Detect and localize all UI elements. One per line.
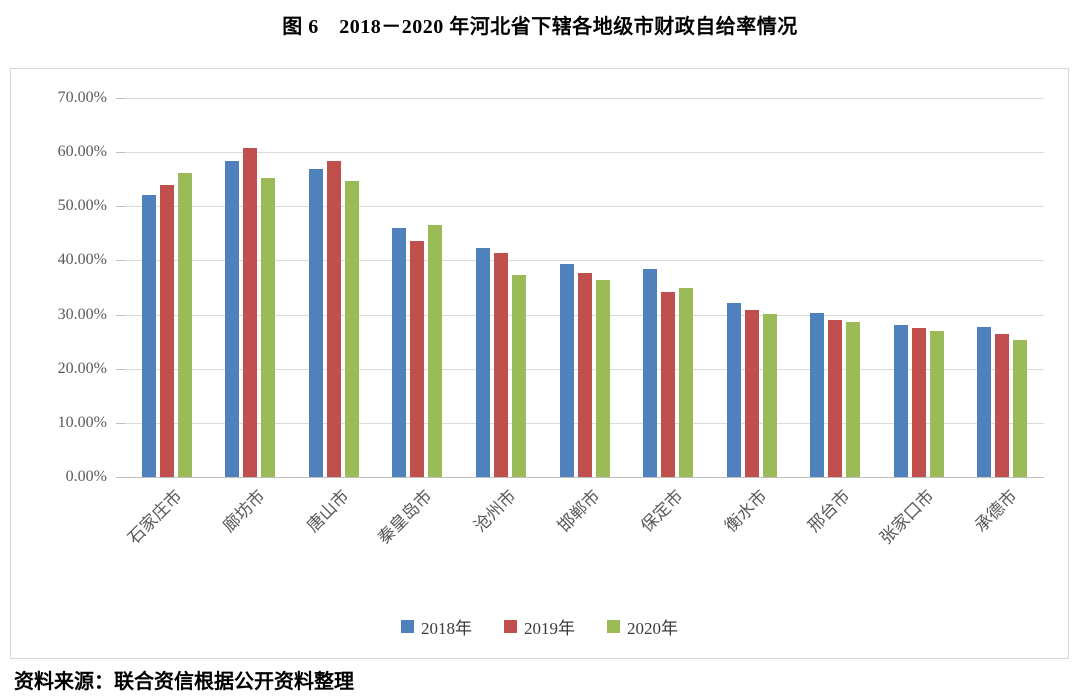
bar-group bbox=[543, 98, 627, 477]
bar-2018年 bbox=[726, 303, 741, 477]
x-tick-label: 秦皇岛市 bbox=[374, 486, 437, 548]
bar-2020年 bbox=[177, 172, 192, 477]
source-note: 资料来源：联合资信根据公开资料整理 bbox=[14, 671, 354, 693]
bar-2020年 bbox=[511, 274, 526, 477]
gridline bbox=[125, 152, 1044, 154]
y-tick-label: 10.00% bbox=[57, 413, 107, 431]
bar-2020年 bbox=[1013, 340, 1028, 477]
bar-2018年 bbox=[559, 263, 574, 477]
bar-group bbox=[877, 98, 961, 477]
legend-item: 2020年 bbox=[607, 614, 678, 639]
gridline bbox=[125, 260, 1044, 262]
x-tick-label: 廊坊市 bbox=[219, 486, 270, 536]
bar-group bbox=[626, 98, 710, 477]
bar-2018年 bbox=[643, 269, 658, 477]
bar-2019年 bbox=[828, 320, 843, 477]
bar-2019年 bbox=[911, 328, 926, 477]
legend-label: 2019年 bbox=[524, 619, 575, 638]
y-tick bbox=[116, 98, 125, 99]
bar-2020年 bbox=[679, 287, 694, 477]
legend-item: 2018年 bbox=[401, 614, 472, 639]
bar-2020年 bbox=[428, 225, 443, 477]
bar-group bbox=[960, 98, 1044, 477]
x-tick-label: 沧州市 bbox=[470, 486, 520, 536]
y-tick-label: 30.00% bbox=[57, 305, 107, 323]
bar-group bbox=[710, 98, 794, 477]
x-tick-label: 保定市 bbox=[637, 486, 687, 536]
bar-2019年 bbox=[995, 333, 1010, 477]
bar-2018年 bbox=[810, 312, 825, 477]
y-tick-label: 50.00% bbox=[57, 197, 107, 215]
x-tick-label: 邯郸市 bbox=[553, 486, 604, 536]
legend-swatch-icon bbox=[607, 620, 620, 633]
bar-2019年 bbox=[326, 160, 341, 477]
y-tick bbox=[116, 314, 125, 316]
bar-2020年 bbox=[929, 330, 944, 477]
bar-2018年 bbox=[141, 195, 156, 477]
y-tick bbox=[116, 206, 125, 208]
y-tick-label: 20.00% bbox=[57, 359, 107, 377]
x-tick-label: 邢台市 bbox=[804, 486, 854, 536]
gridline bbox=[125, 98, 1044, 99]
bar-2018年 bbox=[225, 160, 240, 477]
legend-item: 2019年 bbox=[504, 614, 575, 639]
x-tick-label: 唐山市 bbox=[303, 486, 353, 536]
x-tick-label: 承德市 bbox=[971, 486, 1021, 536]
bar-2019年 bbox=[159, 184, 174, 477]
y-tick-label: 60.00% bbox=[57, 143, 107, 161]
bar-2019年 bbox=[243, 148, 258, 477]
bar-2018年 bbox=[392, 228, 407, 477]
plot-area bbox=[125, 98, 1044, 477]
legend-swatch-icon bbox=[401, 620, 414, 633]
x-axis-line bbox=[125, 477, 1044, 478]
chart-frame: 0.00% 10.00% 20.00% 30.00% 40.00% 50.00% 60.00… bbox=[10, 68, 1069, 659]
bar-2019年 bbox=[577, 272, 592, 477]
bar-2019年 bbox=[744, 309, 759, 477]
chart-title: 图 6 2018－2020 年河北省下辖各地级市财政自给率情况 bbox=[282, 16, 798, 38]
y-tick-label: 70.00% bbox=[57, 89, 107, 106]
bar-2018年 bbox=[977, 327, 992, 477]
bar-group bbox=[292, 98, 376, 477]
bar-group bbox=[376, 98, 460, 477]
legend-label: 2018年 bbox=[421, 619, 472, 638]
bar-group bbox=[209, 98, 293, 477]
bar-group bbox=[793, 98, 877, 477]
bar-2019年 bbox=[661, 291, 676, 477]
bar-2020年 bbox=[595, 279, 610, 477]
x-tick-label: 石家庄市 bbox=[123, 486, 186, 548]
y-tick bbox=[116, 477, 125, 478]
legend-swatch-icon bbox=[504, 620, 517, 633]
x-tick-label: 衡水市 bbox=[720, 486, 771, 536]
y-tick-label: 40.00% bbox=[57, 251, 107, 269]
gridline bbox=[125, 206, 1044, 208]
bar-2018年 bbox=[308, 168, 323, 477]
bar-2019年 bbox=[410, 241, 425, 477]
legend: 2018年 2019年 2020年 bbox=[11, 614, 1068, 639]
legend-label: 2020年 bbox=[627, 619, 678, 638]
y-tick bbox=[116, 260, 125, 262]
bar-2020年 bbox=[762, 313, 777, 477]
bar-2018年 bbox=[893, 325, 908, 477]
bar-2018年 bbox=[475, 247, 490, 477]
y-tick-label: 0.00% bbox=[65, 468, 107, 485]
y-tick bbox=[116, 368, 125, 370]
bar-2020年 bbox=[846, 321, 861, 477]
y-tick bbox=[116, 422, 125, 424]
bar-2020年 bbox=[344, 180, 359, 477]
bar-2019年 bbox=[493, 253, 508, 477]
bar-2020年 bbox=[261, 178, 276, 477]
y-tick bbox=[116, 152, 125, 154]
bar-group bbox=[125, 98, 209, 477]
bar-group bbox=[459, 98, 543, 477]
x-tick-label: 张家口市 bbox=[875, 486, 938, 548]
